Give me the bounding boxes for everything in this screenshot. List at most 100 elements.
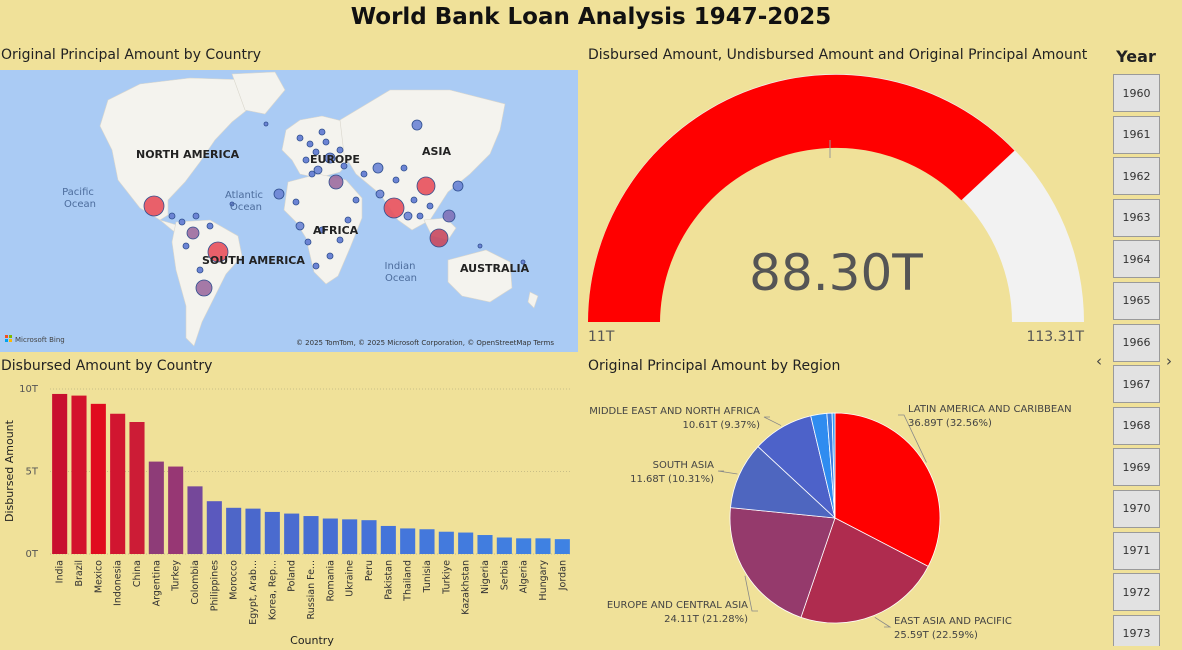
bar[interactable] (90, 403, 106, 554)
bubble-mexico[interactable] (143, 195, 165, 217)
bubble-pakistan[interactable] (375, 189, 385, 199)
bubble-china[interactable] (416, 176, 436, 196)
bar[interactable] (110, 413, 126, 554)
bubble-small[interactable] (306, 140, 314, 148)
bubble-small[interactable] (322, 138, 330, 146)
year-slicer-list[interactable]: 1960 1961 1962 1963 1964 1965 1966 1967 1968 1969… (1113, 74, 1161, 646)
bubble-small[interactable] (326, 252, 334, 260)
pie-slice[interactable] (800, 517, 929, 624)
bar[interactable] (52, 393, 68, 554)
bar[interactable] (129, 422, 145, 554)
bubble-small[interactable] (392, 176, 400, 184)
bubble-small[interactable] (410, 196, 418, 204)
bubble-small[interactable] (292, 198, 300, 206)
bubble-europe-a[interactable] (324, 152, 336, 164)
bubble-small[interactable] (168, 212, 176, 220)
bubble-small[interactable] (206, 222, 214, 230)
year-tile[interactable]: 1964 (1113, 240, 1160, 279)
bubble-small[interactable] (400, 164, 408, 172)
bar[interactable] (554, 539, 570, 554)
bubble-small[interactable] (178, 218, 186, 226)
bubble-india[interactable] (383, 197, 405, 219)
bubble-small[interactable] (318, 226, 326, 234)
bubble-small[interactable] (312, 262, 320, 270)
bar[interactable] (71, 395, 87, 554)
bubble-indonesia[interactable] (429, 228, 449, 248)
bubble-europe-b[interactable] (313, 165, 323, 175)
year-tile[interactable]: 1971 (1113, 531, 1160, 570)
slicer-next-button[interactable]: › (1166, 352, 1172, 370)
year-tile[interactable]: 1963 (1113, 198, 1160, 237)
bar[interactable] (303, 516, 319, 554)
year-tile[interactable]: 1968 (1113, 406, 1160, 445)
bubble-small[interactable] (302, 156, 310, 164)
year-tile[interactable]: 1961 (1113, 115, 1160, 154)
year-tile[interactable]: 1970 (1113, 489, 1160, 528)
slicer-prev-button[interactable]: ‹ (1096, 352, 1102, 370)
bubble-korea[interactable] (452, 180, 464, 192)
bar[interactable] (322, 518, 338, 554)
bar[interactable] (264, 511, 280, 554)
map-bubbles[interactable] (143, 119, 526, 297)
year-tile[interactable]: 1966 (1113, 323, 1160, 362)
bar[interactable] (206, 501, 222, 554)
pie-slice[interactable] (729, 507, 836, 618)
bubble-kazakhstan[interactable] (372, 162, 384, 174)
bubble-small[interactable] (426, 202, 434, 210)
bar[interactable] (458, 532, 474, 554)
bubble-small[interactable] (308, 170, 316, 178)
bubble-small[interactable] (416, 212, 424, 220)
bubble-small[interactable] (312, 148, 320, 156)
year-tile[interactable]: 1969 (1113, 448, 1160, 487)
bubble-argentina[interactable] (195, 279, 213, 297)
year-tile[interactable]: 1972 (1113, 573, 1160, 612)
bar[interactable] (361, 520, 377, 554)
bubble-small[interactable] (352, 196, 360, 204)
bubble-colombia[interactable] (186, 226, 200, 240)
bar[interactable] (148, 461, 164, 554)
bubble-nigeria[interactable] (295, 221, 305, 231)
bubble-small[interactable] (196, 266, 204, 274)
pie-slice[interactable] (834, 412, 941, 567)
bubble-morocco[interactable] (273, 188, 285, 200)
year-tile[interactable]: 1973 (1113, 614, 1160, 646)
bar[interactable] (168, 466, 184, 554)
bubble-small[interactable] (182, 242, 190, 250)
bar[interactable] (284, 513, 300, 554)
bubble-sri-lanka[interactable] (403, 211, 413, 221)
bubble-small[interactable] (304, 238, 312, 246)
year-tile[interactable]: 1967 (1113, 365, 1160, 404)
bar-chart[interactable]: 0T 5T 10T India Brazil Mexico Indonesia China Ar… (0, 378, 578, 647)
bubble-small[interactable] (296, 134, 304, 142)
bubble-small[interactable] (318, 128, 326, 136)
year-tile[interactable]: 1960 (1113, 74, 1160, 112)
bubble-small[interactable] (336, 236, 344, 244)
bar[interactable] (380, 525, 396, 554)
bubble-small[interactable] (336, 146, 344, 154)
bubble-philippines[interactable] (442, 209, 456, 223)
bar[interactable] (400, 528, 416, 554)
bar[interactable] (496, 537, 512, 555)
bubble-russia[interactable] (411, 119, 423, 131)
bar[interactable] (187, 486, 203, 554)
bar[interactable] (245, 508, 261, 554)
bubble-small[interactable] (229, 201, 235, 207)
gauge-visual[interactable]: 88.30T 11T 113.31T (588, 70, 1088, 350)
bar[interactable] (438, 531, 454, 554)
bubble-small[interactable] (192, 212, 200, 220)
map-svg[interactable]: NORTH AMERICA SOUTH AMERICA EUROPE ASIA … (0, 70, 578, 352)
bubble-small[interactable] (344, 216, 352, 224)
bar[interactable] (342, 519, 358, 554)
year-tile[interactable]: 1965 (1113, 281, 1160, 320)
map-visual[interactable]: NORTH AMERICA SOUTH AMERICA EUROPE ASIA … (0, 70, 578, 352)
bubble-brazil[interactable] (207, 241, 229, 263)
bubble-small[interactable] (360, 170, 368, 178)
map-attribution[interactable]: © 2025 TomTom, © 2025 Microsoft Corporat… (296, 339, 554, 347)
bar[interactable] (535, 538, 551, 554)
bubble-small[interactable] (477, 243, 483, 249)
bubble-small[interactable] (340, 162, 348, 170)
pie-slice[interactable] (831, 412, 836, 519)
bar[interactable] (477, 535, 493, 554)
bar[interactable] (516, 538, 532, 554)
bubble-turkey[interactable] (328, 174, 344, 190)
